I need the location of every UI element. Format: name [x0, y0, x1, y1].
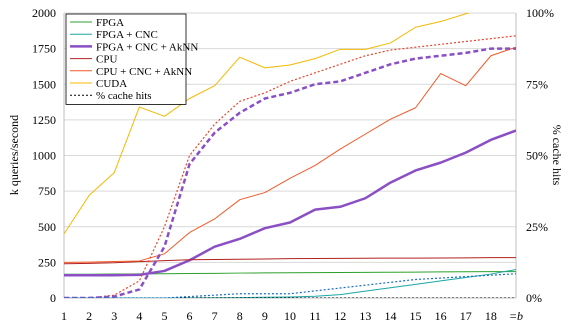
x-tick-label: 13	[359, 309, 371, 323]
y2-tick-label: 25%	[526, 220, 548, 234]
x-tick-label: 1	[61, 309, 67, 323]
x-tick-label: 6	[187, 309, 193, 323]
x-tick-label: 4	[136, 309, 142, 323]
y-tick-label: 1250	[32, 113, 56, 127]
x-tick-label: 15	[410, 309, 422, 323]
x-tick-label: 14	[384, 309, 396, 323]
y2-tick-label: 100%	[526, 6, 554, 20]
y-tick-label: 500	[38, 220, 56, 234]
series-line-2	[64, 129, 516, 277]
y-tick-label: 250	[38, 255, 56, 269]
x-tick-label: 5	[161, 309, 167, 323]
x-tick-label: 17	[460, 309, 472, 323]
y-tick-label: 1750	[32, 42, 56, 56]
y-tick-label: 2000	[32, 6, 56, 20]
legend-label: CPU + CNC + AkNN	[96, 66, 192, 78]
legend-label: FPGA	[96, 17, 124, 29]
x-tick-label: 3	[111, 309, 117, 323]
x-tick-label: 8	[237, 309, 243, 323]
series-line-5	[64, 13, 471, 235]
series-line-3	[64, 257, 516, 265]
x-tick-label: 16	[435, 309, 447, 323]
x-tick-label: 10	[284, 309, 296, 323]
legend-label: FPGA + CNC	[96, 29, 158, 41]
legend-label: % cache hits	[96, 90, 152, 102]
x-tick-label: 7	[212, 309, 218, 323]
x-tick-label: 18	[485, 309, 497, 323]
y2-axis-title: % cache hits	[550, 125, 564, 186]
y2-tick-label: 0%	[526, 291, 542, 305]
series-layer	[64, 13, 516, 298]
y-axis-title: k queries/second	[7, 115, 21, 195]
axes: 0250500750100012501500175020000%25%50%75…	[32, 6, 554, 323]
series-line-9	[64, 273, 516, 298]
x-tick-label: =b	[509, 309, 523, 323]
y-tick-label: 1500	[32, 77, 56, 91]
legend-label: CUDA	[96, 78, 127, 90]
series-line-4	[64, 46, 516, 263]
y-tick-label: 1000	[32, 149, 56, 163]
series-line-1	[64, 269, 516, 298]
x-tick-label: 11	[309, 309, 321, 323]
y2-tick-label: 75%	[526, 77, 548, 91]
legend-label: FPGA + CNC + AkNN	[96, 41, 198, 53]
y-tick-label: 750	[38, 184, 56, 198]
y-tick-label: 0	[50, 291, 56, 305]
legend-box	[65, 13, 187, 105]
y2-tick-label: 50%	[526, 149, 548, 163]
series-line-8	[64, 47, 516, 298]
x-tick-label: 2	[86, 309, 92, 323]
x-tick-label: 9	[262, 309, 268, 323]
legend-label: CPU	[96, 54, 117, 66]
x-tick-label: 12	[334, 309, 346, 323]
